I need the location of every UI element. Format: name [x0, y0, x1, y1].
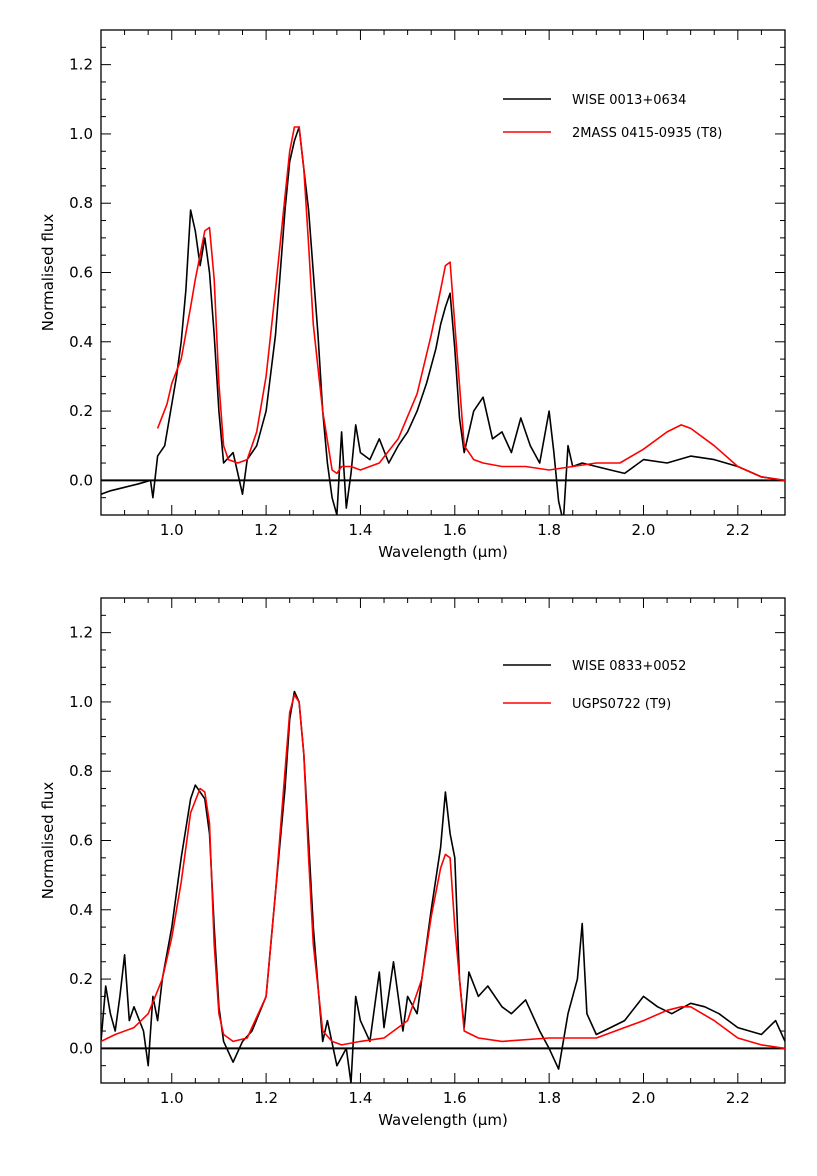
y-tick-label: 0.8: [69, 762, 93, 780]
legend-label: WISE 0833+0052: [572, 659, 686, 674]
x-tick-label: 1.6: [443, 1089, 467, 1107]
x-tick-label: 1.2: [254, 1089, 278, 1107]
bottom-panel: 1.0 1.2 1.4 1.6 1.8 2.0 2.2 0.0 0.2 0.4 0.6 0.8 1.0 1…: [39, 597, 786, 1129]
series-line-comparison: [156, 126, 785, 482]
x-axis-label: Wavelength (μm): [378, 1111, 508, 1129]
legend-label: UGPS0722 (T9): [572, 697, 671, 712]
y-tick-label: 0.6: [69, 264, 93, 282]
y-tick-label: 0.2: [69, 970, 93, 988]
legend-label: WISE 0013+0634: [572, 93, 686, 108]
y-tick-label: 0.6: [69, 832, 93, 850]
y-tick-label: 1.0: [69, 693, 93, 711]
y-tick-label: 0.0: [69, 1039, 93, 1057]
top-panel: 1.0 1.2 1.4 1.6 1.8 2.0 2.2 0.0 0.2 0.4 0.6 0.8 1.0 1…: [39, 29, 786, 561]
y-tick-label: 0.0: [69, 471, 93, 489]
y-tick-label: 1.2: [69, 624, 93, 642]
y-axis-label: Normalised flux: [39, 782, 57, 900]
y-tick-label: 0.4: [69, 333, 93, 351]
y-tick-label: 1.0: [69, 125, 93, 143]
x-tick-label: 2.2: [726, 1089, 750, 1107]
x-tick-label: 2.0: [632, 521, 656, 539]
x-axis-label: Wavelength (μm): [378, 543, 508, 561]
x-tick-label: 2.2: [726, 521, 750, 539]
y-tick-label: 0.4: [69, 901, 93, 919]
y-tick-label: 1.2: [69, 56, 93, 74]
legend-label: 2MASS 0415-0935 (T8): [572, 126, 722, 141]
x-tick-label: 1.2: [254, 521, 278, 539]
y-axis-label: Normalised flux: [39, 214, 57, 332]
series-line-target: [101, 126, 785, 515]
x-tick-label: 1.0: [160, 521, 184, 539]
x-tick-label: 2.0: [632, 1089, 656, 1107]
x-tick-label: 1.0: [160, 1089, 184, 1107]
y-tick-label: 0.2: [69, 402, 93, 420]
x-tick-label: 1.8: [537, 521, 561, 539]
y-tick-label: 0.8: [69, 194, 93, 212]
x-tick-label: 1.4: [349, 1089, 373, 1107]
series-line-comparison: [101, 694, 785, 1050]
x-tick-label: 1.8: [537, 1089, 561, 1107]
x-tick-label: 1.4: [349, 521, 373, 539]
x-tick-label: 1.6: [443, 521, 467, 539]
series-line-target: [101, 690, 785, 1083]
